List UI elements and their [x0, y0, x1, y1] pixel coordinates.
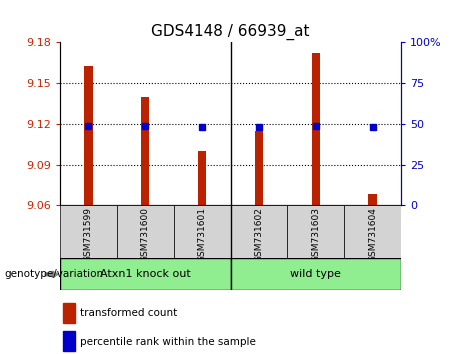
Text: transformed count: transformed count — [80, 308, 177, 318]
Text: percentile rank within the sample: percentile rank within the sample — [80, 337, 256, 347]
Text: GSM731601: GSM731601 — [198, 207, 207, 262]
Text: GSM731602: GSM731602 — [254, 207, 263, 262]
Bar — [117, 205, 174, 258]
Bar — [198, 151, 207, 205]
Bar — [230, 205, 287, 258]
Title: GDS4148 / 66939_at: GDS4148 / 66939_at — [151, 23, 310, 40]
Bar — [63, 303, 75, 323]
Bar — [254, 131, 263, 205]
Text: GSM731604: GSM731604 — [368, 207, 377, 262]
Bar — [60, 258, 230, 290]
Text: Atxn1 knock out: Atxn1 knock out — [100, 269, 190, 279]
Bar — [368, 194, 377, 205]
Bar — [84, 65, 93, 205]
Bar — [60, 205, 117, 258]
Bar — [312, 53, 320, 205]
Text: GSM731599: GSM731599 — [84, 207, 93, 262]
Bar — [63, 331, 75, 351]
Text: GSM731600: GSM731600 — [141, 207, 150, 262]
Bar — [174, 205, 230, 258]
Bar — [230, 258, 401, 290]
Text: genotype/variation: genotype/variation — [5, 269, 104, 279]
Text: wild type: wild type — [290, 269, 341, 279]
Bar — [141, 97, 149, 205]
Bar — [287, 205, 344, 258]
Text: GSM731603: GSM731603 — [311, 207, 320, 262]
Bar — [344, 205, 401, 258]
